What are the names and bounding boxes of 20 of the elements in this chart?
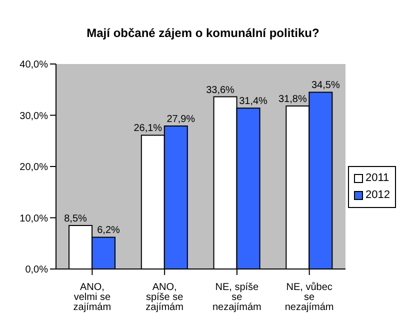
data-label: 33,6%	[206, 84, 235, 96]
data-label: 6,2%	[97, 225, 120, 236]
y-tick-label: 10,0%	[20, 213, 48, 224]
y-tick-label: 40,0%	[20, 60, 48, 71]
data-label: 31,4%	[239, 96, 268, 108]
data-label: 26,1%	[134, 123, 162, 134]
data-label: 34,5%	[311, 80, 340, 92]
legend-label: 2012	[366, 188, 390, 202]
x-tick-label: ANO, velmi se zajímám	[73, 282, 112, 314]
y-tick-label: 0,0%	[25, 264, 48, 276]
y-tick-label: 20,0%	[20, 162, 48, 174]
x-tick-label: NE, spíše se nezajímám	[212, 282, 262, 314]
chart-title: Mají občané zájem o komunální politiku?	[86, 25, 320, 42]
y-tick-label: 30,0%	[20, 110, 48, 122]
data-label: 27,9%	[166, 114, 196, 126]
data-label: 31,8%	[278, 94, 307, 106]
data-label: 8,5%	[64, 213, 88, 224]
x-tick-label: ANO, spíše se zajímám	[146, 282, 184, 314]
x-tick-label: NE, vůbec se nezajímám	[284, 281, 334, 314]
legend-label: 2011	[366, 170, 390, 186]
